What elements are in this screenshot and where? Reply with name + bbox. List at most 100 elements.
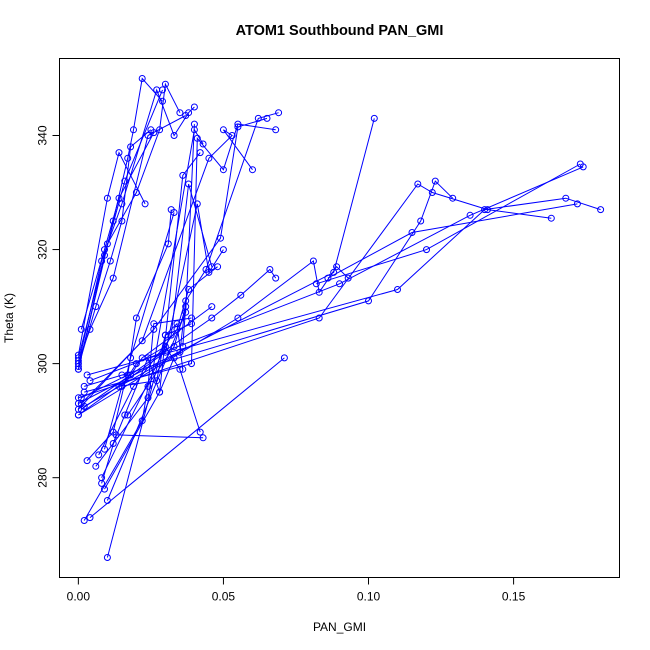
x-axis: 0.00 0.05 0.10 0.15 (67, 577, 526, 604)
data-point (74, 411, 82, 419)
data-point (275, 109, 283, 117)
data-point (315, 288, 323, 296)
data-point (161, 80, 169, 88)
data-point (176, 365, 184, 373)
data-point (141, 200, 149, 208)
data-point (547, 214, 555, 222)
data-point (164, 240, 172, 248)
series-line (86, 212, 175, 461)
series-line (78, 118, 375, 404)
data-point (74, 351, 82, 359)
series-line (95, 128, 204, 467)
data-point (182, 303, 190, 311)
data-point (219, 166, 227, 174)
data-point (156, 388, 164, 396)
data-point (86, 514, 94, 522)
data-point (159, 86, 166, 94)
data-point (86, 325, 94, 333)
data-point (83, 371, 91, 379)
data-point (179, 171, 187, 179)
data-point (481, 206, 489, 214)
data-point (417, 217, 425, 225)
y-tick-label: 320 (36, 239, 50, 259)
data-point (156, 126, 164, 134)
data-point (266, 266, 274, 273)
y-tick-label: 280 (36, 467, 50, 487)
data-point (159, 97, 166, 105)
data-point (150, 129, 158, 137)
data-point (408, 229, 416, 236)
data-point (95, 451, 103, 459)
data-point (217, 234, 224, 242)
data-point (272, 126, 280, 134)
data-point (124, 411, 132, 419)
data-point (170, 209, 178, 216)
data-point (118, 371, 126, 379)
data-point (333, 263, 341, 271)
data-point (83, 457, 91, 465)
data-point (208, 303, 216, 311)
data-point (118, 217, 126, 225)
x-tick-label: 0.00 (67, 590, 91, 604)
data-point (576, 160, 584, 168)
data-point (185, 286, 193, 293)
data-point (138, 417, 146, 425)
series-line (101, 434, 204, 484)
series-line (327, 203, 578, 279)
series-line (112, 356, 175, 444)
x-tick-label: 0.15 (502, 590, 526, 604)
data-point (414, 180, 422, 188)
series-line (77, 151, 146, 356)
series-line (83, 317, 192, 521)
data-point (263, 114, 271, 122)
series-line (77, 89, 163, 370)
data-point (208, 314, 216, 322)
series-line (84, 123, 276, 393)
data-point (176, 109, 184, 117)
data-point (394, 286, 401, 293)
y-tick-label: 300 (36, 353, 50, 373)
data-point (272, 274, 280, 282)
data-point (190, 120, 198, 128)
data-point (237, 291, 245, 299)
data-point (170, 132, 178, 139)
data-point (573, 200, 581, 208)
chart-title: ATOM1 Southbound PAN_GMI (236, 23, 444, 39)
data-point (103, 194, 111, 202)
series-line (118, 323, 192, 387)
data-point (214, 263, 222, 271)
data-point (219, 246, 227, 254)
data-point (280, 354, 288, 362)
series-line (80, 117, 268, 404)
data-point (130, 126, 137, 134)
x-tick-label: 0.05 (212, 590, 236, 604)
data-point (98, 479, 106, 487)
data-point (109, 274, 117, 282)
data-point (121, 411, 129, 419)
data-point (312, 280, 320, 288)
data-point (597, 206, 605, 214)
series-line (101, 183, 213, 478)
data-point (106, 257, 114, 265)
data-point (228, 132, 236, 139)
data-point (234, 314, 242, 322)
data-point (190, 103, 198, 111)
series-line (89, 166, 584, 382)
data-point (234, 120, 242, 128)
data-point (121, 177, 129, 185)
data-point (132, 314, 140, 322)
data-point (144, 382, 152, 390)
data-point (219, 126, 227, 134)
data-point (205, 154, 213, 162)
data-point (86, 377, 94, 385)
data-point (199, 140, 207, 148)
data-point (562, 194, 570, 202)
data-point (124, 154, 132, 162)
data-point (144, 132, 152, 139)
y-tick-label: 340 (36, 125, 50, 145)
data-point (196, 149, 204, 157)
data-point (103, 554, 111, 561)
data-point (153, 377, 161, 385)
